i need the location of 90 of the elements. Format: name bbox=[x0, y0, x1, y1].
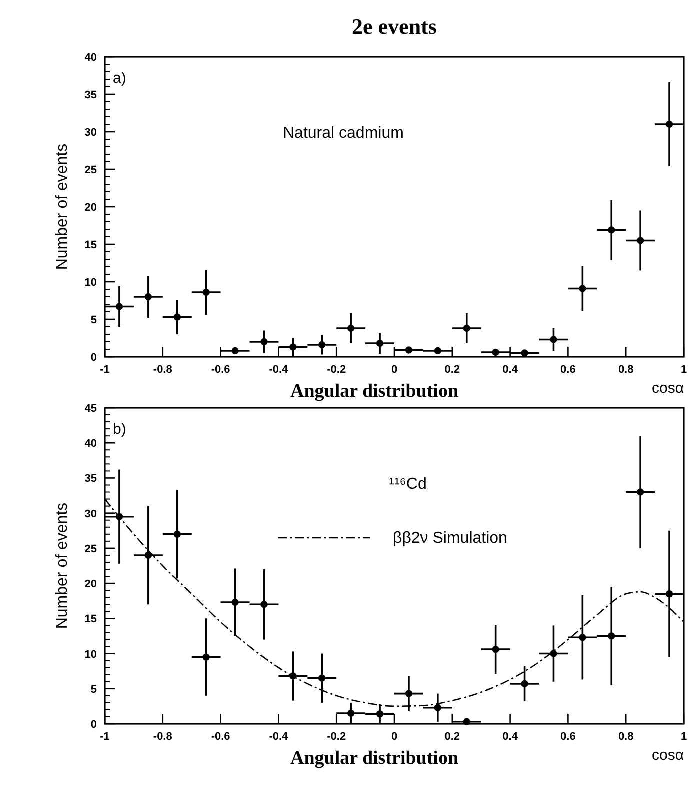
x-tick-label: -0.8 bbox=[153, 731, 172, 743]
y-tick-label: 15 bbox=[84, 614, 97, 626]
annotation: Natural cadmium bbox=[283, 125, 404, 142]
y-tick-label: 25 bbox=[84, 543, 97, 556]
point bbox=[550, 336, 558, 344]
point bbox=[376, 340, 384, 348]
y-tick-label: 20 bbox=[84, 578, 97, 591]
x-tick-label: -0.8 bbox=[153, 364, 172, 376]
x-tick-label: -1 bbox=[100, 731, 110, 743]
x-tick-label: 0.8 bbox=[618, 364, 634, 376]
x-tick-label: 0.8 bbox=[618, 731, 634, 743]
point bbox=[521, 350, 528, 357]
x-tick-label: -0.2 bbox=[327, 364, 346, 376]
y-tick-label: 5 bbox=[90, 314, 97, 326]
point bbox=[636, 237, 644, 244]
point bbox=[666, 120, 674, 128]
x-tick-label: 0.2 bbox=[444, 731, 460, 743]
point bbox=[521, 680, 528, 688]
x-tick-label: 0.4 bbox=[502, 364, 519, 376]
point bbox=[492, 348, 500, 356]
text: ββ2ν Simulation bbox=[393, 530, 508, 547]
y-tick-label: 30 bbox=[84, 127, 97, 139]
y-tick-label: 15 bbox=[84, 240, 97, 252]
y-tick-label: 10 bbox=[84, 277, 97, 289]
point bbox=[318, 341, 326, 349]
point bbox=[492, 646, 500, 654]
point bbox=[290, 344, 297, 351]
point bbox=[347, 324, 355, 332]
x-tick-label: 1 bbox=[680, 731, 688, 743]
point bbox=[174, 530, 181, 538]
y-tick-label: 10 bbox=[84, 648, 97, 661]
y-tick-label: 45 bbox=[84, 403, 97, 415]
point bbox=[463, 718, 470, 726]
x-tick-label: -0.6 bbox=[211, 731, 230, 743]
point bbox=[608, 226, 616, 234]
point bbox=[318, 674, 326, 682]
x-tick-label: 0 bbox=[391, 364, 398, 376]
point bbox=[174, 314, 181, 321]
point bbox=[347, 710, 355, 718]
x-tick-label: -0.2 bbox=[327, 731, 346, 743]
annotation: a) bbox=[113, 70, 126, 87]
x-tick-label: 0.2 bbox=[444, 364, 460, 376]
x-tick-label: -0.4 bbox=[269, 364, 290, 376]
point bbox=[579, 634, 586, 642]
y-tick-label: 0 bbox=[90, 352, 97, 364]
point bbox=[376, 710, 384, 718]
chart-title: 2e events bbox=[352, 14, 438, 39]
x-tick-label: 0.6 bbox=[560, 731, 576, 743]
y-tick-label: 0 bbox=[90, 719, 97, 731]
y-tick-label: 40 bbox=[84, 438, 97, 450]
point bbox=[202, 654, 210, 661]
x-tick-label: 0.6 bbox=[560, 364, 576, 376]
x-axis-title: cosα bbox=[652, 380, 684, 397]
y-axis-title: Number of events bbox=[54, 502, 71, 630]
y-axis-title: Number of events bbox=[54, 144, 71, 270]
point bbox=[405, 346, 413, 354]
point bbox=[666, 590, 674, 598]
y-tick-label: 30 bbox=[84, 508, 97, 520]
y-tick-label: 35 bbox=[84, 90, 97, 102]
x-tick-label: -0.4 bbox=[269, 731, 290, 743]
point bbox=[434, 704, 442, 712]
point bbox=[260, 601, 268, 608]
x-tick-label: -1 bbox=[100, 364, 110, 376]
x-tick-label: 0 bbox=[391, 731, 398, 743]
x-tick-label: 0.4 bbox=[502, 731, 519, 743]
point bbox=[636, 488, 644, 496]
point bbox=[260, 338, 268, 346]
x-axis-title: cosα bbox=[652, 747, 684, 764]
y-tick-label: 25 bbox=[84, 164, 97, 176]
x-tick-label: 1 bbox=[680, 364, 688, 376]
y-tick-label: 5 bbox=[90, 684, 97, 696]
y-tick-label: 40 bbox=[84, 52, 97, 64]
point bbox=[434, 347, 442, 355]
point bbox=[463, 324, 470, 332]
point bbox=[232, 347, 239, 355]
point bbox=[202, 288, 210, 296]
annotation: b) bbox=[113, 421, 126, 438]
y-tick-label: 20 bbox=[84, 202, 97, 214]
point bbox=[608, 632, 616, 640]
text: Angular distribution bbox=[290, 748, 459, 769]
annotation: ¹¹⁶Cd bbox=[389, 476, 427, 493]
point bbox=[579, 285, 586, 292]
x-tick-label: -0.6 bbox=[211, 364, 230, 376]
y-tick-label: 35 bbox=[84, 473, 97, 486]
point bbox=[232, 598, 239, 606]
text: Angular distribution bbox=[290, 381, 459, 402]
point bbox=[405, 690, 413, 698]
point bbox=[144, 552, 152, 560]
point bbox=[144, 293, 152, 301]
point bbox=[116, 303, 124, 310]
